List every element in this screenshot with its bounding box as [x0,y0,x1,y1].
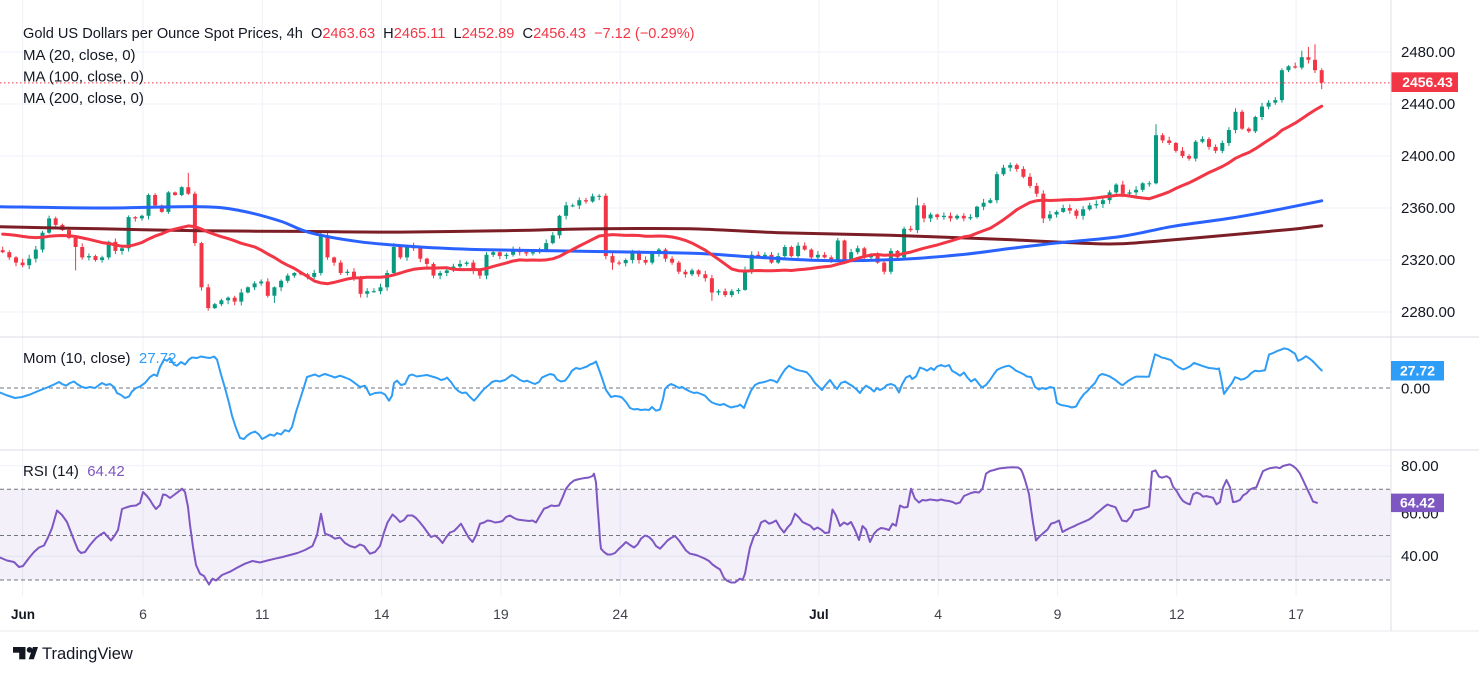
svg-text:Jun: Jun [11,607,35,622]
svg-text:4: 4 [934,606,942,622]
svg-text:Gold US Dollars per Ounce Spot: Gold US Dollars per Ounce Spot Prices, 4… [23,26,695,42]
svg-text:2480.00: 2480.00 [1401,44,1455,61]
svg-text:6: 6 [139,606,147,622]
svg-text:17: 17 [1288,606,1304,622]
svg-text:2320.00: 2320.00 [1401,252,1455,269]
svg-text:Mom (10, close) 27.72: Mom (10, close) 27.72 [23,350,176,367]
svg-text:2280.00: 2280.00 [1401,304,1455,321]
svg-text:24: 24 [612,606,628,622]
svg-text:9: 9 [1054,606,1062,622]
svg-text:27.72: 27.72 [1400,363,1435,379]
svg-text:2456.43: 2456.43 [1402,74,1453,90]
svg-text:11: 11 [255,606,270,622]
svg-text:12: 12 [1169,606,1185,622]
svg-text:19: 19 [493,606,509,622]
svg-text:64.42: 64.42 [1400,495,1435,511]
svg-text:2360.00: 2360.00 [1401,200,1455,217]
svg-text:MA (200, close, 0): MA (200, close, 0) [23,90,144,107]
svg-text:MA (100, close, 0): MA (100, close, 0) [23,69,144,86]
svg-text:MA (20, close, 0): MA (20, close, 0) [23,47,136,64]
svg-text:80.00: 80.00 [1401,458,1439,475]
svg-text:Jul: Jul [809,607,829,622]
svg-text:40.00: 40.00 [1401,548,1439,565]
svg-text:TradingView: TradingView [42,645,133,663]
svg-text:14: 14 [374,606,390,622]
svg-text:0.00: 0.00 [1401,381,1430,398]
svg-text:RSI (14) 64.42: RSI (14) 64.42 [23,463,125,480]
svg-text:2440.00: 2440.00 [1401,96,1455,113]
svg-text:2400.00: 2400.00 [1401,148,1455,165]
